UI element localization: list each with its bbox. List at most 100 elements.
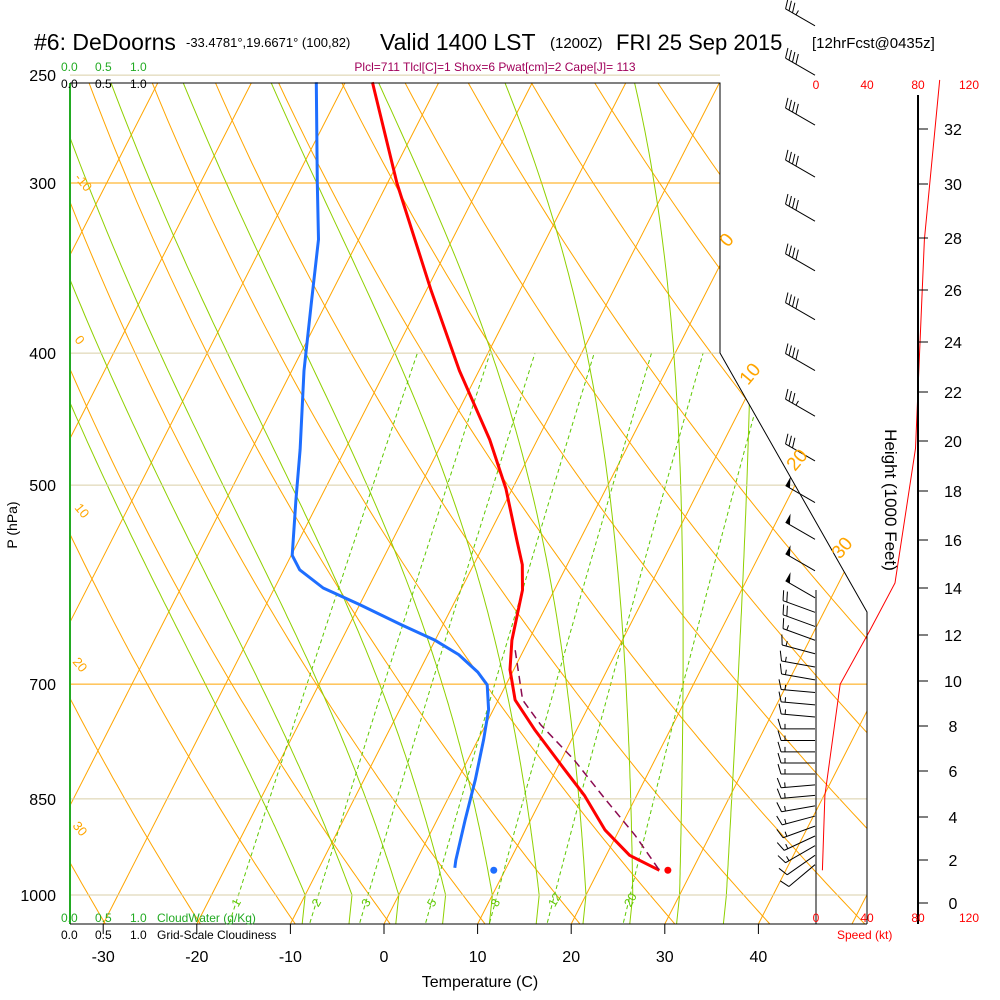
mixing-ratio-label: 5 <box>424 896 440 909</box>
barb-full <box>785 388 789 400</box>
height-tick-label: 32 <box>944 122 962 139</box>
isotherm-line <box>70 83 159 924</box>
wind-barb <box>777 741 815 753</box>
mixing-ratio-label: 1 <box>229 896 245 909</box>
barb-half <box>786 856 790 861</box>
mixing-ratio-line <box>357 352 536 924</box>
height-tick-label: 16 <box>944 533 962 550</box>
wind-barb <box>777 763 815 775</box>
isotherm-label-left: 20 <box>70 654 91 675</box>
barb-full <box>791 437 796 449</box>
wind-barb <box>777 730 815 741</box>
barb-full <box>776 829 784 839</box>
height-tick-label: 18 <box>944 484 962 501</box>
cloudwater-scale-1: 1.0 <box>130 911 147 925</box>
x-tick-label: -10 <box>279 949 302 966</box>
cloudwater-scale-05: 0.5 <box>95 911 112 925</box>
x-tick-label: 10 <box>469 949 487 966</box>
barb-staff <box>781 660 816 668</box>
cloud-top-black-05: 0.5 <box>95 77 112 91</box>
isotherm-line <box>102 83 533 924</box>
isotherm-line <box>570 83 867 924</box>
moist-adiabat-line <box>70 83 400 924</box>
height-tick-label: 24 <box>944 335 962 352</box>
pressure-lines <box>70 74 867 896</box>
axes <box>69 82 919 925</box>
wind-barb <box>785 433 816 462</box>
speed-tick-label-top: 80 <box>911 78 925 92</box>
barb-half <box>795 400 799 406</box>
isotherm-label-left: 10 <box>72 500 93 521</box>
isotherm-label-right: 30 <box>828 534 858 564</box>
height-tick-label: 22 <box>944 385 962 402</box>
barb-full <box>791 153 796 165</box>
barb-full <box>791 392 796 404</box>
barb-pennant <box>785 513 791 525</box>
barb-full <box>782 604 785 615</box>
barb-full <box>788 435 792 447</box>
barb-staff <box>785 302 816 321</box>
height-axis-title: Height (1000 Feet) <box>881 429 900 571</box>
barb-staff <box>781 713 816 718</box>
barb-full <box>795 199 799 211</box>
barb-full <box>776 842 785 851</box>
barb-full <box>778 703 782 715</box>
dry-adiabat-line <box>823 83 867 924</box>
barb-full <box>788 49 792 61</box>
barb-half <box>784 818 787 824</box>
barb-full <box>791 296 796 307</box>
barb-full <box>795 349 799 360</box>
dry-adiabat-line <box>387 83 867 924</box>
height-tick-label: 4 <box>949 810 958 827</box>
barb-staff <box>785 398 816 417</box>
isotherm-line <box>70 83 439 924</box>
dry-adiabat-line <box>70 83 395 924</box>
x-tick-label: 0 <box>380 949 389 966</box>
wind-barb <box>778 854 816 876</box>
barb-full <box>785 343 789 354</box>
pressure-tick-label: 850 <box>29 792 56 809</box>
dry-adiabat-line <box>70 83 205 924</box>
barb-full <box>791 101 796 113</box>
barb-full <box>788 99 792 111</box>
barb-full <box>778 679 782 690</box>
x-tick-label: 20 <box>562 949 580 966</box>
barb-half <box>786 625 789 631</box>
wind-barb <box>785 513 816 540</box>
barb-full <box>778 691 782 702</box>
height-tick-label: 26 <box>944 283 962 300</box>
barb-full <box>788 390 792 402</box>
cloud-top-black-0: 0.0 <box>61 77 78 91</box>
height-tick-label: 30 <box>944 177 962 194</box>
barb-full <box>782 618 785 629</box>
wind-barb <box>785 47 816 76</box>
wind-speed-line <box>821 79 941 871</box>
cloudiness-label: Grid-Scale Cloudiness <box>157 928 276 942</box>
moist-adiabat-line <box>70 83 353 924</box>
barb-staff <box>785 580 816 599</box>
barb-full <box>782 590 785 601</box>
cloud-top-0: 0.0 <box>61 60 78 74</box>
barb-half <box>784 656 787 662</box>
cloud-top-black-1: 1.0 <box>130 77 147 91</box>
speed-axis-title: Speed (kt) <box>837 928 892 942</box>
dry-adiabat-line <box>139 83 681 924</box>
barb-staff <box>783 835 816 851</box>
surface-dewpoint-point <box>490 866 498 874</box>
moist-adiabat-line <box>626 83 684 924</box>
dry-adiabat-line <box>450 83 867 924</box>
barb-full <box>786 605 788 617</box>
height-tick-label: 10 <box>944 674 962 691</box>
wind-barb <box>785 97 816 126</box>
isotherm-line <box>664 83 867 924</box>
wind-barb <box>778 691 816 706</box>
barb-full <box>795 298 799 309</box>
barb-staff <box>782 825 816 839</box>
barb-full <box>777 763 782 775</box>
height-tick-label: 20 <box>944 434 962 451</box>
wind-barb <box>776 788 816 799</box>
barb-full <box>795 249 799 260</box>
wind-barb <box>785 243 816 272</box>
wind-barb <box>777 845 816 864</box>
speed-tick-label-bottom: 120 <box>959 911 979 925</box>
